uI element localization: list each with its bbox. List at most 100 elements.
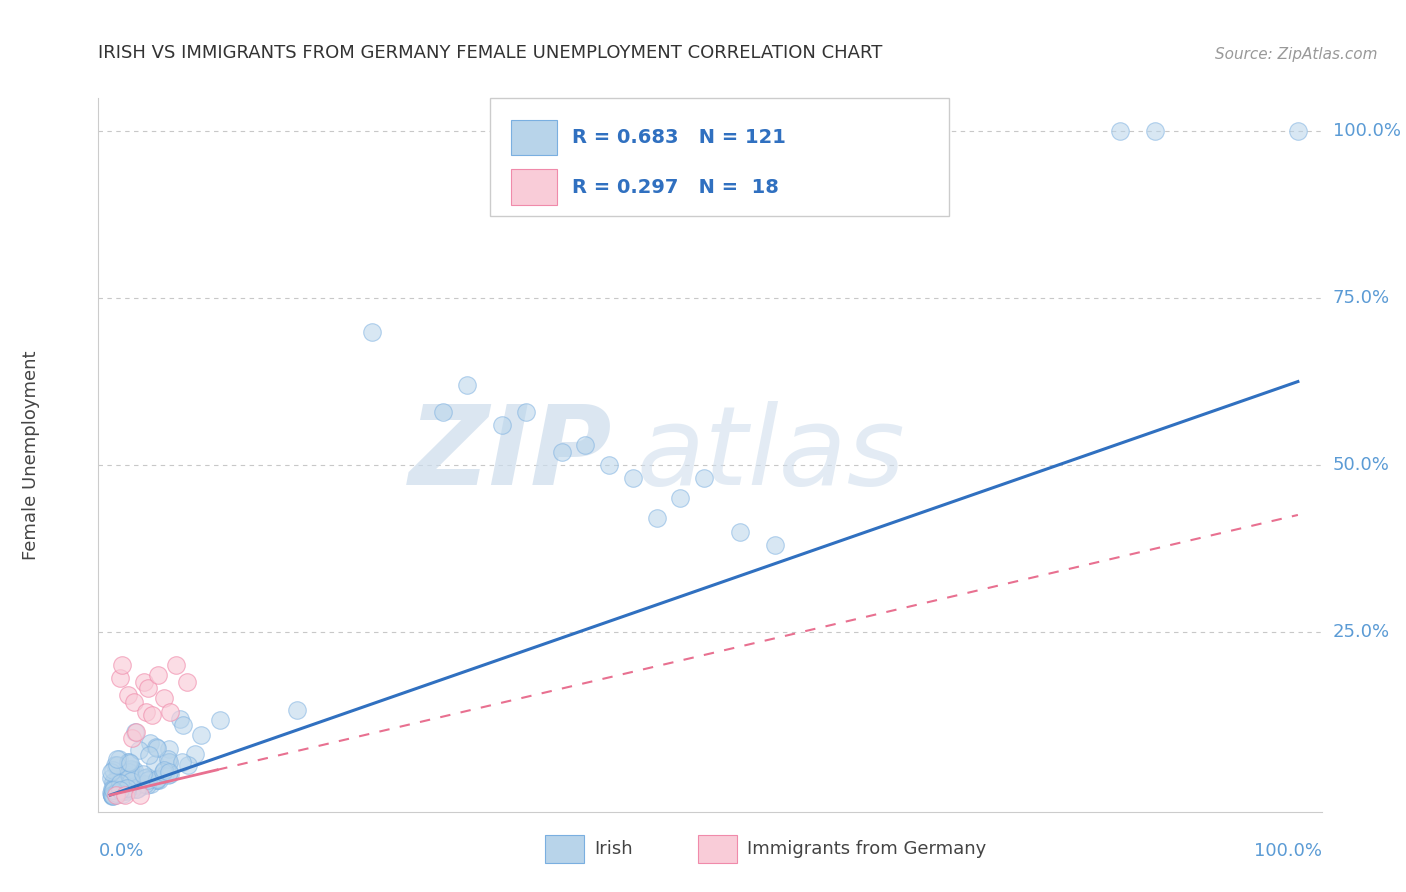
Point [156,767,179,781]
Point [124,725,146,739]
Point [105,752,128,766]
Text: Source: ZipAtlas.com: Source: ZipAtlas.com [1215,47,1378,62]
Point [125,781,148,796]
Point [107,781,129,796]
Point [114,788,136,802]
FancyBboxPatch shape [489,98,949,216]
Point [110,782,132,797]
Point [360,325,382,339]
Point [143,757,166,772]
Point [110,780,132,795]
Point [165,658,187,673]
Text: 25.0%: 25.0% [1333,623,1391,640]
Point [117,755,139,769]
Point [693,471,716,485]
Point [157,765,180,780]
Point [136,778,159,792]
Point [148,772,170,787]
Point [100,788,122,802]
Point [159,705,181,719]
Point [104,786,127,800]
Point [141,708,163,723]
Point [135,705,157,719]
Point [1144,124,1167,138]
Text: 100.0%: 100.0% [1333,122,1400,140]
Point [129,788,152,802]
Point [100,788,122,802]
Point [153,767,176,781]
Point [146,772,169,787]
Point [515,404,537,418]
Point [491,417,513,432]
Point [176,674,198,689]
Point [177,757,200,772]
Text: 0.0%: 0.0% [98,842,143,860]
Point [112,784,135,798]
Text: IRISH VS IMMIGRANTS FROM GERMANY FEMALE UNEMPLOYMENT CORRELATION CHART: IRISH VS IMMIGRANTS FROM GERMANY FEMALE … [98,45,883,62]
Point [110,784,132,798]
Point [117,688,139,702]
Point [111,778,134,792]
Point [763,538,786,552]
Text: 50.0%: 50.0% [1333,456,1389,474]
Point [135,771,157,785]
Point [100,786,122,800]
Point [101,764,124,778]
FancyBboxPatch shape [510,120,557,155]
Point [172,718,194,732]
Point [598,458,620,472]
Point [118,756,141,770]
Point [103,782,125,797]
Point [104,758,127,772]
Point [115,767,138,781]
Point [103,786,125,800]
Text: R = 0.297   N =  18: R = 0.297 N = 18 [572,178,779,197]
Point [136,772,159,787]
Point [184,747,207,761]
Point [112,782,135,797]
Point [157,741,180,756]
Point [122,764,145,778]
Point [118,765,141,780]
Point [103,775,125,789]
Point [105,758,128,772]
Point [111,781,134,796]
Point [550,444,572,458]
Point [112,781,135,796]
Point [103,787,125,801]
Point [152,764,174,779]
Point [103,785,125,799]
Point [1108,124,1130,138]
Point [138,736,160,750]
Point [100,788,122,802]
Point [127,781,149,796]
Point [111,787,134,801]
Point [118,756,141,771]
Text: 75.0%: 75.0% [1333,289,1391,307]
Point [115,784,138,798]
Point [153,763,176,777]
FancyBboxPatch shape [510,169,557,205]
Point [100,781,122,796]
Point [145,773,167,788]
Point [118,763,141,777]
Point [456,377,478,392]
Text: 100.0%: 100.0% [1254,842,1322,860]
Point [134,777,156,791]
Point [120,774,142,789]
Point [111,658,134,673]
FancyBboxPatch shape [546,835,583,863]
Point [285,703,308,717]
Point [139,777,162,791]
Text: Female Unemployment: Female Unemployment [22,351,41,559]
Point [621,471,644,485]
Point [136,681,159,696]
Point [100,764,122,779]
Point [122,695,145,709]
Point [170,756,193,770]
Point [101,789,124,803]
Point [645,511,668,525]
Point [169,712,191,726]
Point [128,742,150,756]
Point [101,784,124,798]
